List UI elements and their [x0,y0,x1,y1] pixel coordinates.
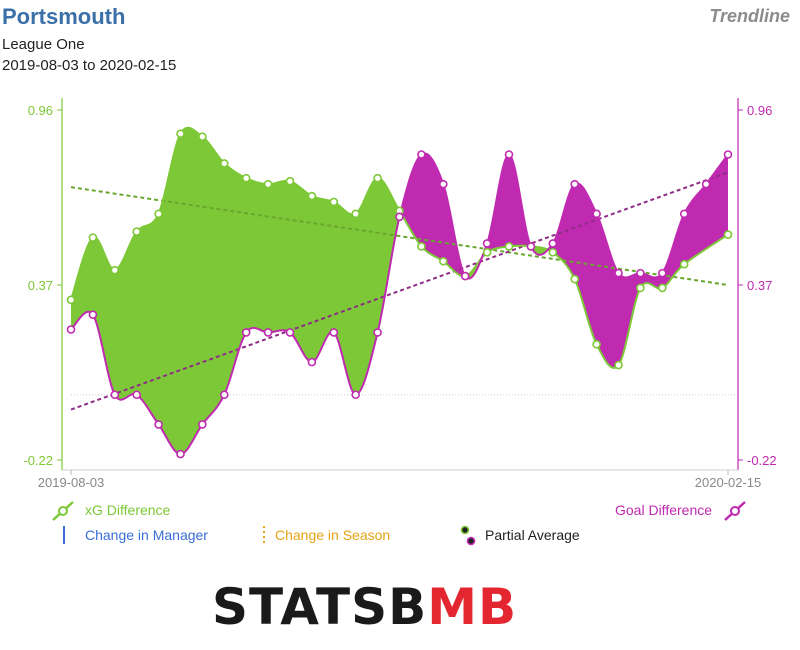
right-tick-label-0: 0.96 [747,103,772,118]
xg-point-7 [220,159,229,168]
gd-point-14 [373,328,382,337]
gd-point-12 [329,328,339,337]
left-tick-label-1: 0.37 [28,278,53,293]
gd-point-6 [198,420,207,429]
xg-point-25 [614,360,623,370]
gd-point-11 [307,357,317,367]
gd-point-22 [548,239,558,248]
trend-chart: 0.96 0.96 0.37 0.37 -0.22 -0.22 2019-08-03 2020… [23,98,777,490]
xg-point-6 [198,132,207,141]
gd-point-29 [701,179,711,189]
xg-point-12 [329,197,339,207]
gd-point-24 [592,209,601,219]
gd-point-23 [570,179,580,189]
xg-difference-legend[interactable]: xG Difference [85,502,171,518]
xg-difference-line [70,126,729,369]
xg-point-0 [66,295,76,305]
manager-change-legend[interactable]: Change in Manager [85,527,208,543]
gd-legend-icon [724,501,746,521]
league-name: League One [2,36,85,53]
gd-point-7 [220,390,229,400]
right-tick-label-1: 0.37 [747,278,772,293]
gd-point-20 [504,150,514,159]
left-tick-label-2: -0.22 [23,453,53,468]
manager-change-legend-icon [63,526,65,544]
xg-legend-icon [52,501,74,521]
gd-point-8 [241,328,251,337]
gd-point-9 [263,328,273,337]
xg-point-11 [307,191,317,201]
xg-point-22 [548,248,558,257]
gd-point-13 [351,390,361,400]
left-tick-label-0: 0.96 [28,103,53,118]
statsbomb-logo: STATSBMB [212,578,518,636]
gd-point-25 [614,268,623,278]
right-tick-label-2: -0.22 [747,453,777,468]
xg-point-29 [723,230,733,239]
xg-point-4 [154,209,163,219]
gd-point-21 [526,242,536,251]
xg-point-24 [592,340,601,349]
season-change-legend[interactable]: Change in Season [275,527,391,543]
xg-point-2 [110,265,120,275]
team-title: Portsmouth [2,4,126,29]
xg-point-9 [263,179,273,189]
gd-point-28 [679,209,689,219]
xg-point-17 [438,256,448,266]
partial-average-legend[interactable]: Partial Average [485,527,580,543]
goal-difference-legend[interactable]: Goal Difference [615,502,713,518]
gd-point-2 [110,390,120,400]
trendline-mode-label[interactable]: Trendline [709,6,790,26]
xg-point-10 [285,176,295,186]
xg-point-3 [132,227,141,236]
gd-point-17 [438,179,448,189]
gd-point-18 [460,271,470,281]
xg-better-area [71,127,728,455]
season-change-legend-icon [263,526,265,544]
gd-point-15 [395,212,404,222]
x-tick-label-start: 2019-08-03 [38,475,105,490]
gd-point-16 [417,150,426,159]
xg-point-8 [241,173,251,183]
gd-point-27 [657,268,667,278]
gd-point-19 [482,239,492,248]
gd-point-4 [154,420,163,429]
xg-trend-line [70,186,729,286]
partial-average-icon [460,525,476,546]
xg-point-23 [570,274,580,284]
xg-point-27 [657,283,667,293]
x-tick-label-end: 2020-02-15 [695,475,762,490]
xg-point-14 [373,173,382,183]
xg-point-19 [482,248,492,257]
gd-trend-line [70,171,729,411]
gd-point-1 [88,310,98,319]
date-range: 2019-08-03 to 2020-02-15 [2,57,177,74]
gd-point-3 [132,390,141,400]
gd-point-26 [636,268,645,278]
xg-point-28 [679,259,689,269]
gd-point-0 [66,325,76,334]
xg-point-5 [176,129,185,139]
xg-point-16 [417,242,426,251]
xg-point-13 [351,209,361,219]
gd-point-10 [285,328,295,337]
gd-point-30 [723,150,733,159]
xg-point-26 [636,283,645,293]
gd-point-5 [176,449,185,459]
xg-point-1 [88,233,98,242]
xg-point-20 [504,242,514,251]
